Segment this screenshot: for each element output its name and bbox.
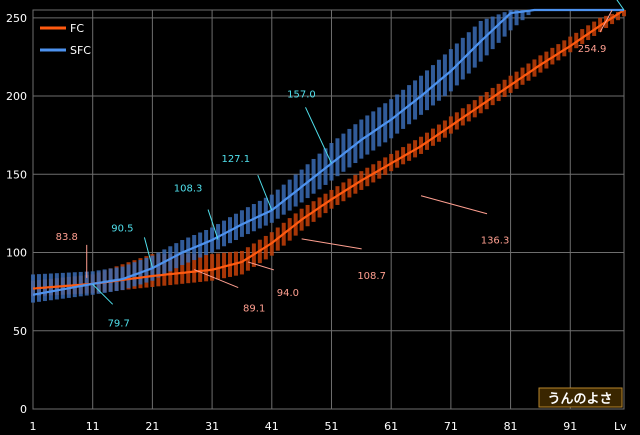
range-bar: [186, 254, 191, 284]
range-bar: [269, 194, 274, 223]
range-bar: [263, 197, 268, 226]
legend-label-sfc: SFC: [70, 44, 91, 57]
annotation-leader: [420, 195, 488, 215]
x-tick-label: 71: [444, 420, 458, 433]
x-tick-label: 21: [145, 420, 159, 433]
range-bar: [204, 254, 209, 282]
annotation-label: 157.0: [287, 89, 316, 100]
annotation-leader: [193, 269, 239, 289]
watermark-background: [538, 387, 623, 408]
x-tick-label: 91: [563, 420, 577, 433]
x-axis-label: Lv: [614, 420, 627, 433]
range-bar: [490, 16, 495, 50]
range-bar: [31, 274, 35, 303]
annotation-leader: [301, 238, 362, 250]
range-bar: [616, 11, 621, 21]
annotation-leader: [207, 209, 219, 240]
y-tick-label: 50: [13, 325, 27, 338]
annotation-layer: 83.8 89.1 94.0 108.7 136.3 254.9 79.7 90.5 108.3…: [56, 0, 625, 329]
range-bar: [526, 10, 531, 16]
x-tick-label: 51: [324, 420, 338, 433]
line-layer: [32, 8, 625, 296]
range-bar: [574, 32, 579, 49]
range-bar: [180, 254, 185, 284]
x-tick-label: 41: [265, 420, 279, 433]
annotation-label: 127.1: [221, 154, 250, 165]
annotation-label: 79.7: [108, 318, 130, 329]
annotation-label: 254.9: [578, 44, 607, 55]
annotation-label: 108.7: [357, 271, 386, 282]
range-bar: [568, 36, 573, 53]
y-tick-label: 200: [6, 90, 27, 103]
annotation-leader: [92, 283, 114, 305]
grid: [32, 9, 625, 410]
range-bar: [210, 254, 215, 281]
x-tick-label: 31: [205, 420, 219, 433]
range-bar: [502, 12, 507, 37]
range-bar: [216, 253, 221, 280]
range-bar: [622, 10, 626, 17]
range-bar: [514, 10, 519, 26]
x-tick-label: 81: [504, 420, 518, 433]
series-line-sfc: [32, 8, 624, 296]
annotation-label: 136.3: [481, 236, 510, 247]
annotation-label: 89.1: [243, 304, 265, 315]
y-tick-label: 150: [6, 168, 27, 181]
x-tick-label: 11: [86, 420, 100, 433]
watermark: うんのよさ: [538, 387, 623, 408]
annotation-label: 83.8: [56, 232, 78, 243]
annotation-leader: [305, 107, 332, 164]
annotation-label: 94.0: [277, 288, 299, 299]
annotation-label: 108.3: [174, 184, 203, 195]
y-tick-label: 100: [6, 247, 27, 260]
range-bar: [192, 254, 197, 283]
annotation-leader: [599, 9, 613, 33]
x-tick-label: 61: [384, 420, 398, 433]
range-bar: [275, 189, 280, 219]
range-bar: [508, 10, 513, 31]
series-line-fc: [32, 9, 625, 290]
x-tick-label: 1: [30, 420, 37, 433]
watermark-text: うんのよさ: [547, 392, 612, 407]
range-bar: [496, 14, 501, 43]
annotation-leader: [616, 0, 625, 11]
range-bar: [520, 10, 525, 21]
range-bar: [257, 200, 262, 229]
annotation-leader: [247, 261, 275, 271]
legend-label-fc: FC: [70, 22, 84, 35]
y-tick-label: 250: [6, 12, 27, 25]
annotation-leader: [257, 174, 273, 211]
range-bar: [174, 254, 179, 285]
legend: FC SFC: [40, 22, 91, 57]
y-tick-label: 0: [20, 403, 27, 416]
annotation-leader: [143, 237, 153, 268]
range-bar: [329, 143, 334, 181]
range-bar: [198, 254, 203, 282]
annotation-label: 90.5: [111, 223, 133, 234]
range-bar: [562, 40, 567, 57]
